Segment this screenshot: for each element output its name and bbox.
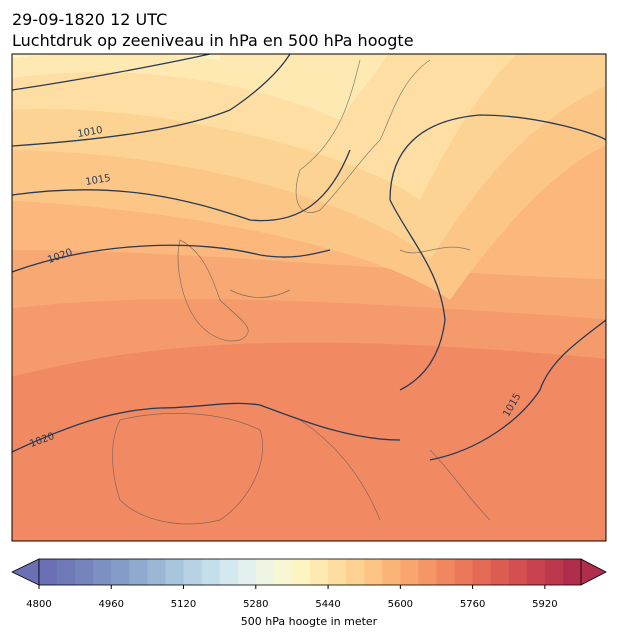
field xyxy=(12,54,517,200)
isobar xyxy=(12,114,606,391)
colorbar-cell xyxy=(472,559,492,585)
colorbar-cell xyxy=(93,559,112,585)
colorbar-cell xyxy=(490,559,510,585)
colorbar-cell xyxy=(201,559,221,585)
colorbar-cell xyxy=(111,559,130,585)
map xyxy=(12,54,606,541)
colorbar-cell xyxy=(562,559,582,585)
title: 29-09-1820 12 UTC xyxy=(12,10,167,29)
colorbar-cell xyxy=(183,559,202,585)
isobar-label: 1010 xyxy=(77,125,104,140)
isobar xyxy=(12,54,291,147)
field xyxy=(12,54,388,120)
colorbar-frame xyxy=(38,558,582,586)
subtitle: Luchtdruk op zeeniveau in hPa en 500 hPa… xyxy=(12,31,414,50)
colorbar-cell xyxy=(526,559,546,585)
map-frame xyxy=(11,53,607,542)
colorbar-cell xyxy=(165,559,184,585)
colorbar-cell xyxy=(237,559,257,585)
colorbar-tick-label: 5600 xyxy=(388,599,413,610)
colorbar-cell xyxy=(508,559,528,585)
colorbar-cell xyxy=(129,559,148,585)
colorbar-cell xyxy=(219,559,239,585)
colorbar-cell xyxy=(436,559,455,585)
colorbar-tick-label: 5280 xyxy=(243,599,268,610)
colorbar-cell xyxy=(147,559,166,585)
colorbar-cell xyxy=(544,559,564,585)
colorbar-extend xyxy=(580,558,607,586)
colorbar-tick-label: 4800 xyxy=(26,599,51,610)
colorbar-cell xyxy=(382,559,401,585)
isobar xyxy=(12,319,606,461)
colorbar-cell xyxy=(39,559,58,585)
colorbar-tick-label: 5440 xyxy=(315,599,340,610)
colorbar-cell xyxy=(346,559,365,585)
colorbar-tick-label: 5120 xyxy=(171,599,196,610)
colorbar-label: 500 hPa hoogte in meter xyxy=(241,615,378,628)
isobar xyxy=(12,149,351,222)
colorbar-cell xyxy=(364,559,383,585)
colorbar-cell xyxy=(291,559,311,585)
colorbar-tick-label: 5760 xyxy=(460,599,485,610)
colorbar-extend xyxy=(11,558,40,586)
colorbar-tick-label: 4960 xyxy=(99,599,124,610)
colorbar-cell xyxy=(310,559,329,585)
colorbar-cell xyxy=(418,559,437,585)
colorbar-cell xyxy=(400,559,419,585)
isobar-label: 1015 xyxy=(85,173,112,188)
colorbar-tick-label: 5920 xyxy=(532,599,557,610)
field xyxy=(12,54,220,60)
colorbar-cell xyxy=(454,559,473,585)
isobar xyxy=(12,54,211,91)
coastline xyxy=(112,59,491,525)
colorbar-cell xyxy=(255,559,275,585)
colorbar-cell xyxy=(273,559,293,585)
colorbar-cell xyxy=(328,559,347,585)
colorbar-cell xyxy=(57,559,76,585)
colorbar-cell xyxy=(75,559,94,585)
